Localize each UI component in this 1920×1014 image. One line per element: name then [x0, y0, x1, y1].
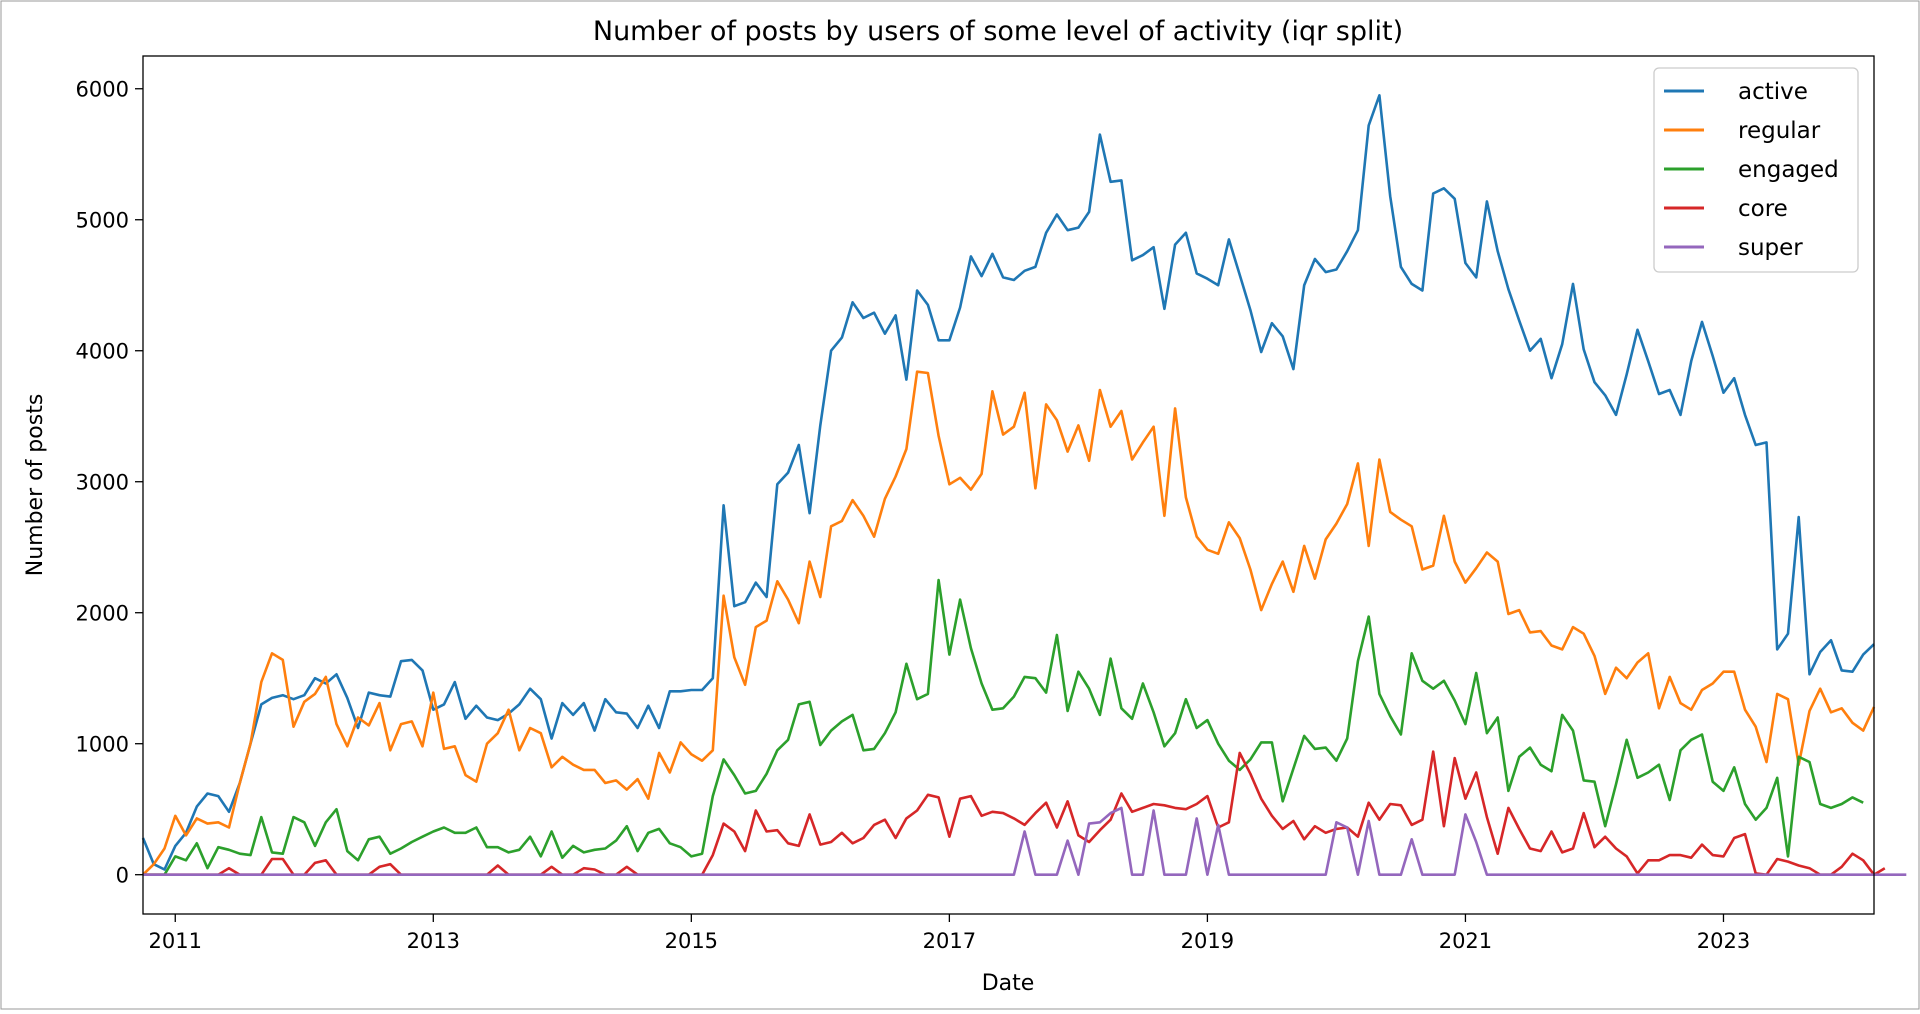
x-axis-label: Date — [982, 971, 1035, 996]
y-axis-ticks: 0 1000 2000 3000 4000 5000 6000 — [76, 78, 143, 888]
y-tick-label: 5000 — [76, 209, 129, 233]
series-lines — [141, 94, 1907, 877]
x-tick-label: 2023 — [1697, 929, 1750, 953]
y-axis-label: Number of posts — [23, 394, 48, 577]
y-tick-label: 4000 — [76, 340, 129, 364]
y-tick-label: 1000 — [76, 733, 129, 757]
legend-label-regular: regular — [1738, 118, 1821, 144]
x-tick-label: 2021 — [1439, 929, 1492, 953]
x-tick-label: 2013 — [407, 929, 460, 953]
x-tick-label: 2019 — [1181, 929, 1234, 953]
y-tick-label: 6000 — [76, 78, 129, 102]
x-tick-label: 2015 — [665, 929, 718, 953]
x-axis-ticks: 2011 2013 2015 2017 2019 2021 2023 — [149, 914, 1750, 953]
legend-label-engaged: engaged — [1738, 157, 1839, 183]
y-tick-label: 0 — [116, 864, 129, 888]
legend: active regular engaged core super — [1653, 67, 1859, 273]
series-line-engaged — [143, 578, 1864, 877]
x-tick-label: 2017 — [923, 929, 976, 953]
series-line-regular — [142, 370, 1876, 876]
legend-box — [1653, 67, 1859, 273]
plot-frame — [142, 55, 1875, 915]
y-tick-label: 2000 — [76, 602, 129, 626]
legend-label-active: active — [1738, 79, 1808, 105]
legend-label-super: super — [1738, 235, 1803, 261]
legend-label-core: core — [1738, 196, 1788, 222]
chart-title: Number of posts by users of some level o… — [593, 16, 1403, 47]
y-tick-label: 3000 — [76, 471, 129, 495]
series-line-super — [143, 806, 1907, 877]
x-tick-label: 2011 — [149, 929, 202, 953]
